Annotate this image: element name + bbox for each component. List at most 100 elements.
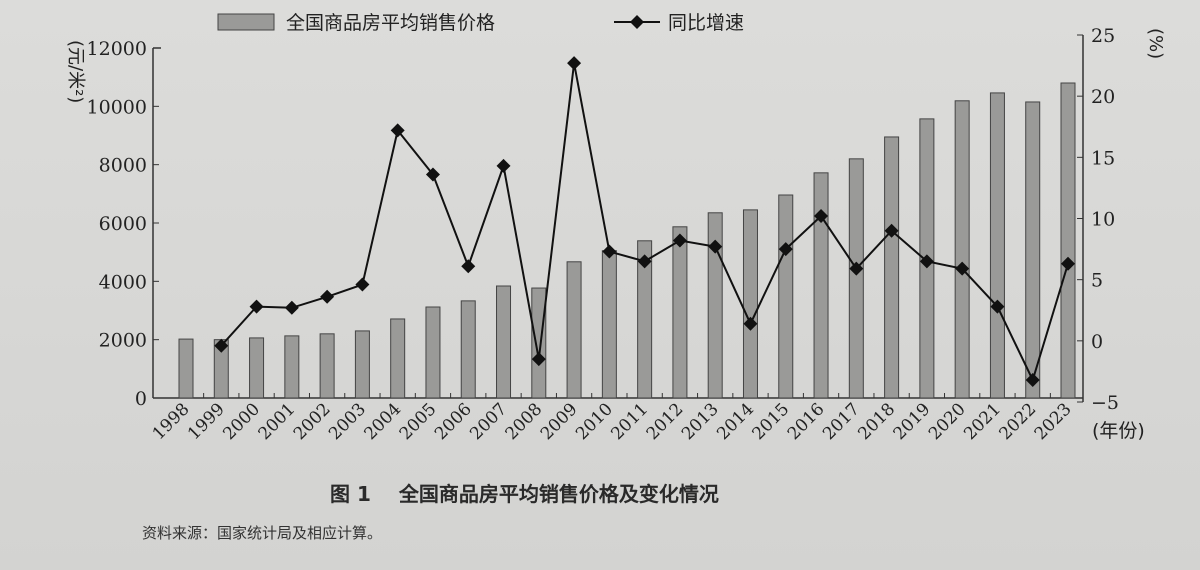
x-tick-label: 2022 [996, 399, 1041, 444]
growth-marker-2020 [955, 261, 970, 276]
x-tick-label: 2012 [643, 399, 688, 444]
growth-marker-2010 [602, 244, 617, 259]
bar-2022 [1025, 101, 1041, 399]
growth-marker-2013 [708, 239, 723, 254]
x-tick-label: 2007 [466, 399, 511, 444]
caption-number: 图 1 [330, 482, 371, 506]
left-tick-label: 4000 [99, 271, 147, 293]
growth-marker-2008 [531, 352, 546, 367]
left-axis-label: (元/米²) [65, 40, 86, 103]
x-tick-label: 2006 [431, 399, 476, 444]
growth-marker-2009 [567, 56, 582, 71]
x-tick-label: 2015 [749, 399, 794, 444]
x-tick-label: 2010 [572, 399, 617, 444]
x-tick-label: 2000 [219, 399, 264, 444]
bar-2002 [319, 333, 335, 399]
right-tick-label: 10 [1091, 209, 1115, 231]
growth-marker-2006 [461, 259, 476, 274]
growth-marker-2014 [743, 316, 758, 331]
bar-2006 [460, 300, 476, 399]
x-tick-label: 2005 [396, 399, 441, 444]
bar-2016 [813, 172, 829, 399]
left-tick-label: 6000 [99, 213, 147, 235]
x-tick-label: 1998 [149, 399, 194, 444]
right-tick-label: 15 [1091, 147, 1115, 169]
growth-marker-2005 [425, 167, 440, 182]
bar-2008 [531, 287, 547, 399]
growth-marker-2023 [1061, 256, 1075, 271]
source-note: 资料来源：国家统计局及相应计算。 [142, 524, 383, 542]
legend-bar-swatch [217, 13, 275, 31]
x-tick-label: 2003 [325, 399, 370, 444]
bar-2012 [672, 226, 688, 399]
right-tick-label: 5 [1091, 270, 1103, 292]
growth-marker-2004 [390, 123, 405, 138]
x-tick-label: 2016 [784, 399, 829, 444]
growth-marker-2007 [496, 158, 511, 173]
legend-line-label: 同比增速 [668, 12, 744, 34]
x-tick-label: 2023 [1031, 399, 1076, 444]
caption-title: 全国商品房平均销售价格及变化情况 [398, 482, 719, 506]
x-tick-label: 2021 [960, 399, 1005, 444]
bar-2018 [884, 136, 900, 399]
x-tick-label: 2017 [819, 399, 864, 444]
x-tick-label: 2011 [607, 399, 652, 444]
bar-2015 [778, 194, 794, 399]
bar-2000 [249, 337, 265, 399]
legend-line-marker [630, 15, 644, 29]
bar-2005 [425, 306, 441, 399]
growth-marker-2016 [814, 209, 829, 224]
growth-marker-2018 [884, 223, 899, 238]
x-tick-label: 2019 [890, 399, 935, 444]
x-tick-label: 2008 [502, 399, 547, 444]
bar-2023 [1060, 82, 1076, 399]
growth-marker-2021 [990, 299, 1005, 314]
bar-2009 [566, 261, 582, 399]
x-tick-label: 2020 [925, 399, 970, 444]
x-tick-label: 2013 [678, 399, 723, 444]
bar-2020 [954, 100, 970, 399]
growth-marker-2002 [320, 289, 335, 304]
x-tick-label: 2014 [713, 399, 758, 444]
left-tick-label: 2000 [99, 330, 147, 352]
growth-marker-2011 [637, 254, 652, 269]
right-axis-label: (%) [1145, 28, 1166, 59]
bar-2014 [742, 209, 758, 399]
x-tick-label: 2004 [360, 399, 405, 444]
growth-marker-2003 [355, 277, 370, 292]
bar-2017 [848, 158, 864, 399]
growth-marker-2000 [249, 299, 264, 314]
bar-2013 [707, 212, 723, 399]
growth-marker-2015 [778, 242, 793, 257]
growth-marker-2001 [284, 300, 299, 315]
right-tick-label: −5 [1091, 392, 1119, 414]
bar-2021 [989, 92, 1005, 399]
left-tick-label: 12000 [87, 38, 147, 60]
right-tick-label: 20 [1091, 86, 1115, 108]
x-tick-label: 2018 [854, 399, 899, 444]
figure-caption: 图 1 全国商品房平均销售价格及变化情况 [330, 478, 747, 507]
x-tick-label: 2002 [290, 399, 335, 444]
bar-2007 [496, 285, 512, 399]
bar-2004 [390, 318, 406, 399]
x-tick-label: 2001 [255, 399, 300, 444]
growth-marker-2017 [849, 261, 864, 276]
bar-2001 [284, 335, 300, 399]
left-tick-label: 0 [135, 388, 147, 410]
x-tick-label: 1999 [184, 399, 229, 444]
left-tick-label: 8000 [99, 155, 147, 177]
bar-2010 [601, 250, 617, 399]
right-tick-label: 0 [1091, 331, 1103, 353]
bar-2011 [637, 240, 653, 399]
legend-bar-label: 全国商品房平均销售价格 [286, 12, 495, 34]
bar-2003 [354, 330, 370, 399]
right-tick-label: 25 [1091, 25, 1115, 47]
x-axis-label: (年份) [1092, 420, 1145, 442]
growth-marker-2022 [1025, 372, 1040, 387]
chart-svg: 0 2000 4000 6000 8000 10000 12000 −5 0 5 10 15 20 25 (… [65, 12, 1166, 444]
growth-marker-2019 [919, 254, 934, 269]
left-tick-label: 10000 [87, 96, 147, 118]
growth-marker-2012 [672, 233, 687, 248]
growth-marker-1999 [214, 338, 229, 353]
